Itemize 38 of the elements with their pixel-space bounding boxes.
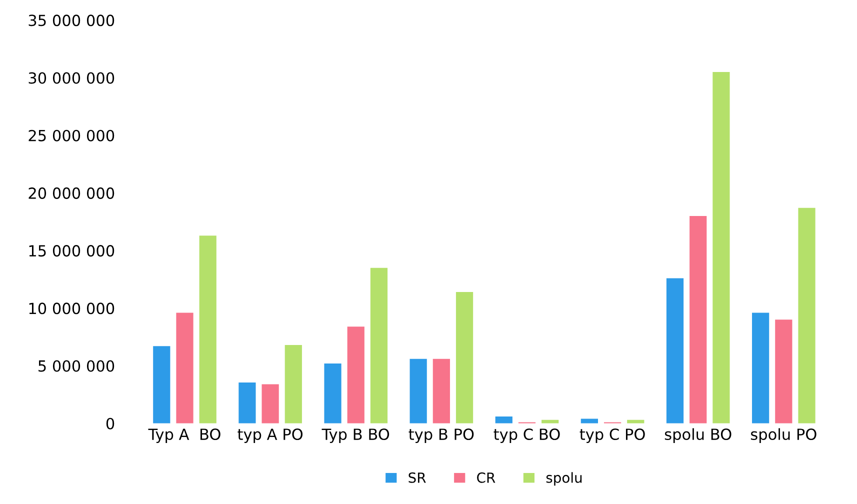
legend-label: spolu [546,472,582,486]
legend-label: CR [477,472,496,483]
bar [324,363,342,424]
bar [176,312,194,424]
y-tick-label: 35 000 000 [28,14,114,26]
x-tick-label: typ C PO [580,428,645,444]
x-tick-label: Typ A BO [148,428,220,444]
bar [775,320,792,424]
y-tick-label: 20 000 000 [28,187,114,199]
y-tick-label: 30 000 000 [28,72,114,84]
y-tick-label: 15 000 000 [29,245,114,257]
y-tick-label: 0 [106,418,114,430]
legend-label: SR [408,472,426,483]
y-tick-label: 25 000 000 [28,130,114,142]
bar [370,268,388,424]
x-tick-label: Typ B BO [322,428,390,444]
bar [284,345,302,424]
bar [752,312,770,424]
bar [432,358,450,424]
bar [690,216,707,424]
x-tick-label: spolu PO [750,428,816,444]
x-tick-label: typ C BO [494,428,560,444]
bar [712,72,730,424]
bar [410,358,427,424]
bar [666,278,684,424]
x-tick-label: typ A PO [238,428,303,444]
x-tick-label: spolu BO [664,428,732,444]
y-tick-label: 5 000 000 [38,360,114,372]
bar [347,326,364,424]
bar [456,292,474,424]
bar [262,384,279,424]
x-tick-label: typ B PO [408,428,474,444]
bar [798,208,816,424]
bar [199,236,216,424]
bar [153,346,170,424]
bar [238,382,256,424]
bar [495,416,512,424]
y-tick-label: 10 000 000 [29,302,114,314]
